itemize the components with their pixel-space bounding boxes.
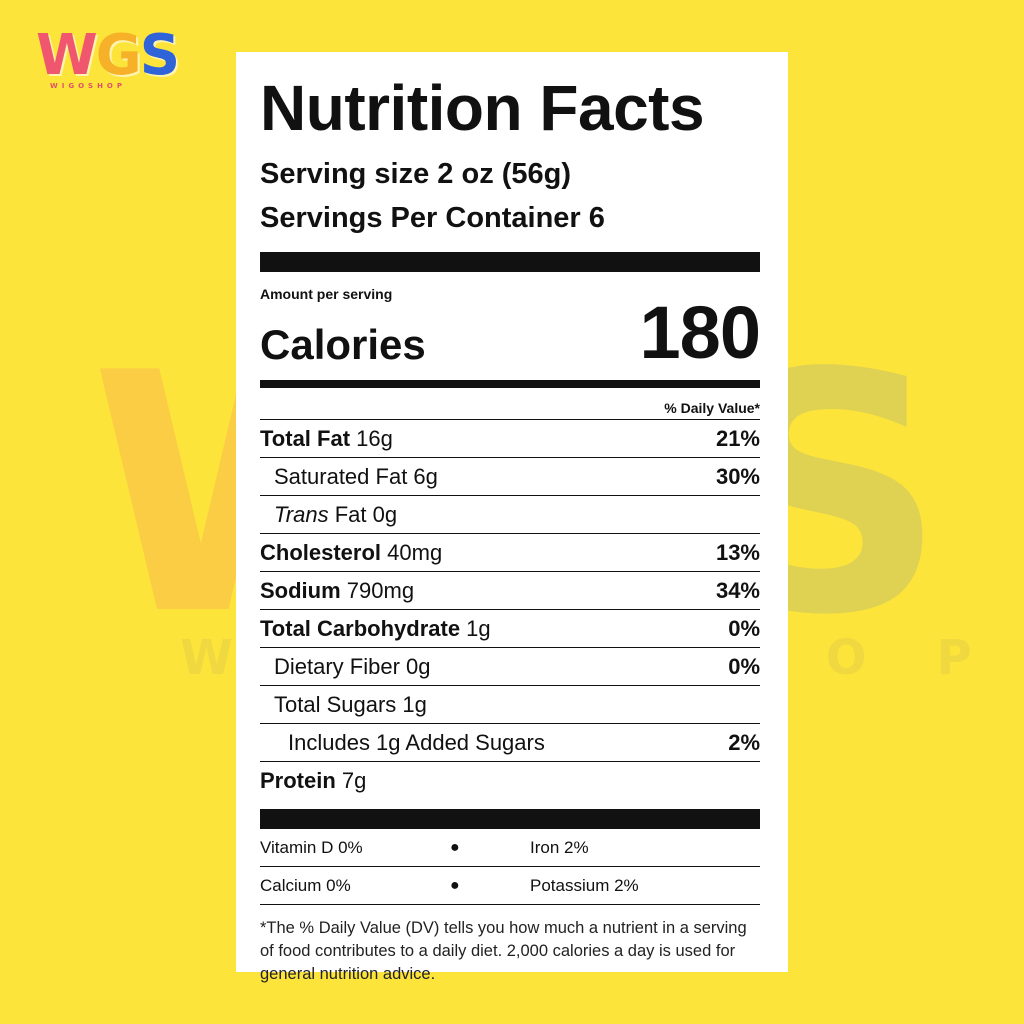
divider-medium bbox=[260, 380, 760, 388]
nutrient-row-added-sugars: Includes 1g Added Sugars 2% bbox=[260, 724, 760, 762]
daily-value-header: % Daily Value* bbox=[260, 400, 760, 420]
nutrient-row-dietary-fiber: Dietary Fiber 0g 0% bbox=[260, 648, 760, 686]
nutrition-facts-label: Nutrition Facts Serving size 2 oz (56g) … bbox=[236, 52, 788, 983]
divider-thick bbox=[260, 252, 760, 272]
bullet-dot-icon: ● bbox=[450, 876, 460, 894]
nutrient-row-total-carbohydrate: Total Carbohydrate 1g 0% bbox=[260, 610, 760, 648]
daily-value-footnote: *The % Daily Value (DV) tells you how mu… bbox=[260, 919, 747, 983]
brand-logo: WGS WIGOSHOP bbox=[36, 26, 186, 98]
servings-per-container: Servings Per Container 6 bbox=[260, 202, 605, 234]
nutrient-row-sodium: Sodium 790mg 34% bbox=[260, 572, 760, 610]
divider-thick-vitamins bbox=[260, 809, 760, 829]
nutrient-row-trans-fat: Trans Fat 0g bbox=[260, 496, 760, 534]
nutrient-row-saturated-fat: Saturated Fat 6g 30% bbox=[260, 458, 760, 496]
vitamin-row: Vitamin D 0% ● Iron 2% bbox=[260, 829, 760, 867]
nutrient-row-protein: Protein 7g bbox=[260, 767, 367, 793]
calories-label: Calories bbox=[260, 321, 426, 368]
label-title: Nutrition Facts bbox=[260, 72, 705, 144]
nutrient-row-total-sugars: Total Sugars 1g bbox=[260, 686, 760, 724]
serving-size: Serving size 2 oz (56g) bbox=[260, 158, 572, 190]
bullet-dot-icon: ● bbox=[450, 838, 460, 856]
amount-per-serving: Amount per serving bbox=[260, 286, 393, 302]
logo-subtext: WIGOSHOP bbox=[50, 82, 127, 90]
vitamin-row: Calcium 0% ● Potassium 2% bbox=[260, 867, 760, 905]
nutrient-row-cholesterol: Cholesterol 40mg 13% bbox=[260, 534, 760, 572]
calories-value: 180 bbox=[639, 291, 761, 374]
calories-row: Calories 180 bbox=[260, 291, 761, 374]
nutrient-row-total-fat: Total Fat 16g 21% bbox=[260, 420, 760, 458]
